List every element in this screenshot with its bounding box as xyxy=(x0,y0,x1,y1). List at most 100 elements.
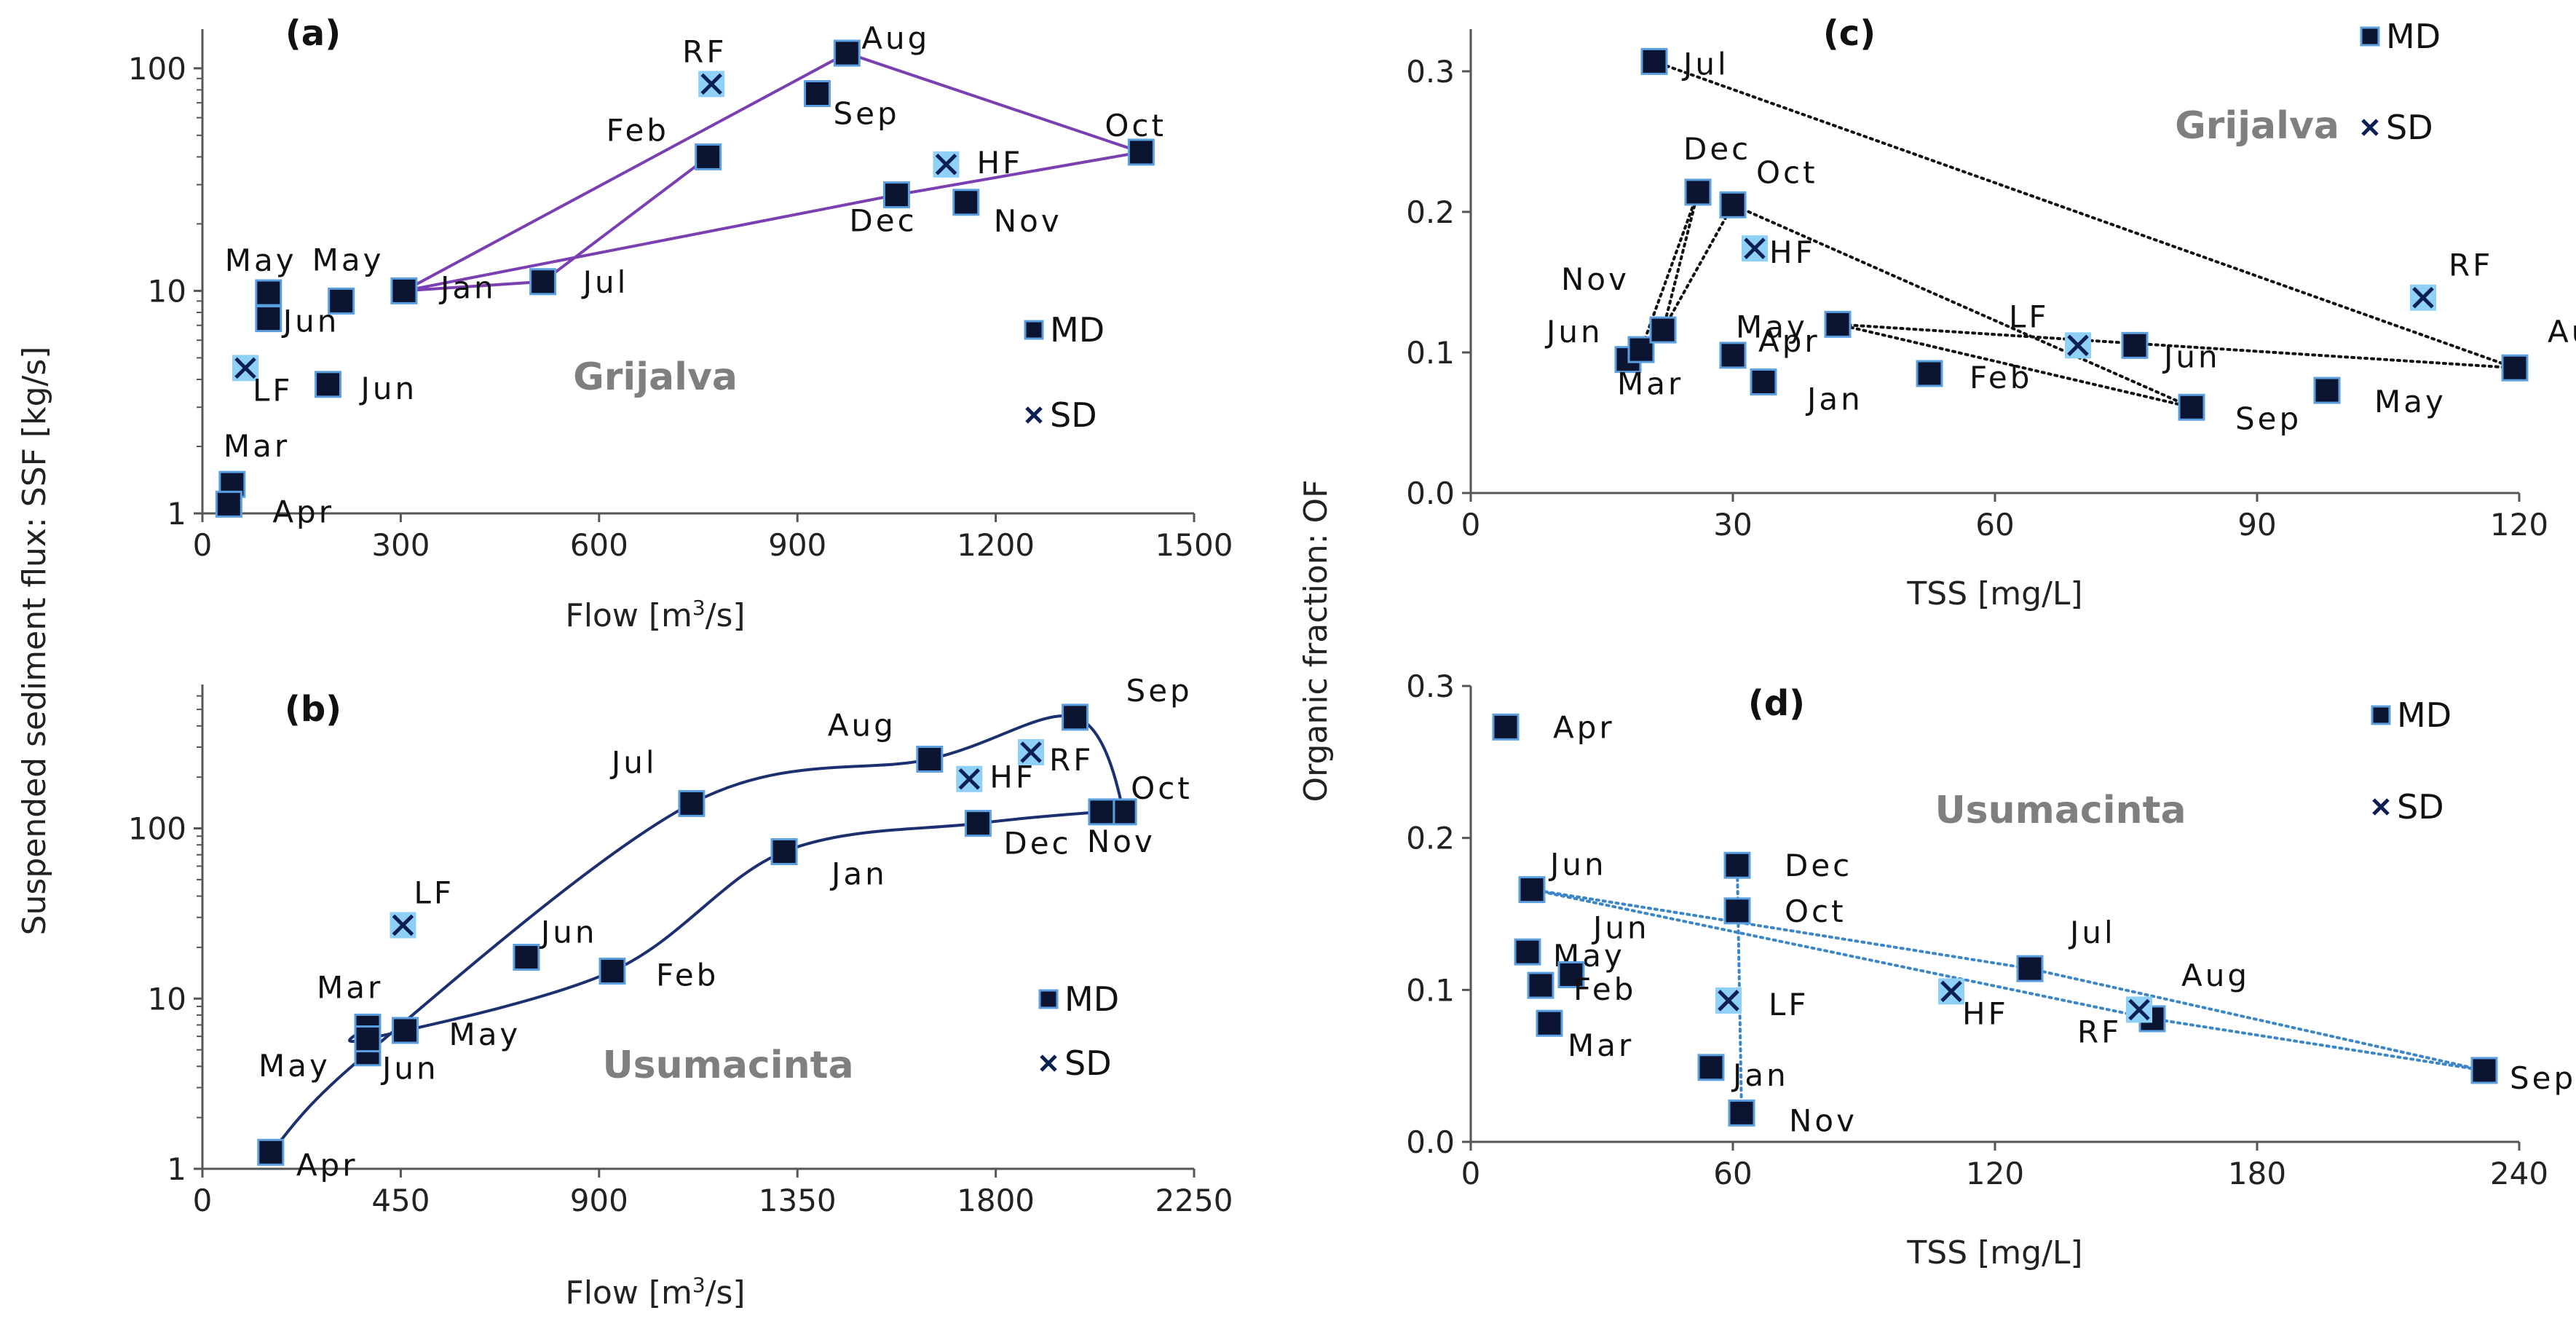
data-point-jan-inner xyxy=(395,282,413,299)
y-tick-label: 0.1 xyxy=(1406,972,1455,1008)
x-axis-label-sup: 3 xyxy=(692,596,706,620)
data-point-hf xyxy=(956,766,982,792)
data-label: Sep xyxy=(2510,1060,2576,1096)
y-tick-label: 1 xyxy=(167,1151,186,1187)
data-label: LF xyxy=(2009,299,2050,334)
data-point-rf xyxy=(698,71,724,97)
x-axis-label-unit: /s] xyxy=(706,1274,746,1312)
data-label: Jun xyxy=(1591,910,1650,945)
data-point-jun-inner xyxy=(1632,341,1650,358)
data-point-nov-inner xyxy=(1093,803,1110,821)
data-point-oct-inner xyxy=(1115,803,1132,821)
data-point-aug-inner xyxy=(2506,359,2524,376)
data-point-hf xyxy=(933,151,960,178)
data-point-may-inner xyxy=(396,1022,414,1039)
data-label: RF xyxy=(2449,248,2493,283)
y-tick-label: 0.0 xyxy=(1406,476,1455,511)
y-tick-label: 10 xyxy=(148,981,186,1017)
data-label: Mar xyxy=(1617,366,1683,402)
data-label: Sep xyxy=(2235,401,2302,436)
y-tick-label: 100 xyxy=(128,811,186,847)
data-label: Nov xyxy=(994,203,1062,239)
data-point-dec-inner xyxy=(1689,184,1707,201)
data-label: Apr xyxy=(296,1147,358,1183)
data-point-mar-inner xyxy=(1541,1014,1558,1032)
data-label: HF xyxy=(977,145,1024,181)
x-tick-label: 30 xyxy=(1713,507,1752,543)
data-point-jul-inner xyxy=(534,273,552,291)
y-tick-label: 0.2 xyxy=(1406,821,1455,856)
panel-title: (c) xyxy=(1823,13,1876,54)
data-point-apr-inner xyxy=(1497,718,1514,736)
data-point-jan-inner xyxy=(1755,374,1772,391)
legend-md-marker xyxy=(2372,706,2390,724)
data-label: Oct xyxy=(1756,154,1818,190)
x-axis-label-unit: /s] xyxy=(706,597,746,634)
series-path xyxy=(404,53,1141,291)
x-tick-label: 120 xyxy=(2490,507,2548,543)
panel-d: 0 60 120 180 240 0.0 0.1 0.2 0.3 TSS [mg/L] (d) Usu… xyxy=(1406,669,2576,1271)
y-tick-label: 0.3 xyxy=(1406,54,1455,90)
data-label: Jun xyxy=(380,1051,439,1087)
data-label: HF xyxy=(1769,234,1816,270)
data-point-feb-inner xyxy=(700,148,717,165)
data-label: May xyxy=(225,242,297,278)
x-tick-label: 450 xyxy=(371,1183,430,1218)
legend-sd-marker xyxy=(2374,800,2388,814)
x-axis-label: TSS [mg/L] xyxy=(1906,1234,2082,1271)
legend-md-marker xyxy=(2361,28,2379,45)
data-label: Aug xyxy=(2548,314,2576,350)
data-label: May xyxy=(2374,384,2446,419)
data-point-feb-inner xyxy=(604,963,621,980)
data-label: RF xyxy=(1049,742,1094,778)
y-tick-label: 0.0 xyxy=(1406,1124,1455,1160)
data-label: Nov xyxy=(1087,824,1155,859)
data-label: Feb xyxy=(656,958,719,993)
data-point-may-inner xyxy=(1519,943,1536,961)
data-label: Mar xyxy=(1568,1028,1634,1063)
legend-label: MD xyxy=(2386,17,2441,56)
x-tick-label: 1350 xyxy=(759,1183,837,1218)
figure-canvas: Suspended sediment flux: SSF [kg/s] Orga… xyxy=(0,0,2576,1321)
data-label: Jun xyxy=(359,371,418,406)
legend-sd-marker xyxy=(1027,408,1041,422)
data-point-lf xyxy=(390,912,416,938)
data-point-apr-inner xyxy=(220,495,237,513)
data-point-may-inner xyxy=(2318,382,2336,399)
data-point-jun-inner xyxy=(2126,336,2144,354)
data-point-jul-inner xyxy=(1645,52,1663,70)
data-label: May xyxy=(1736,309,1808,344)
data-point-nov-inner xyxy=(1654,321,1672,339)
data-label: Nov xyxy=(1561,261,1629,297)
x-tick-label: 90 xyxy=(2237,507,2276,543)
data-label: Feb xyxy=(1573,971,1636,1007)
y-tick-label: 100 xyxy=(128,51,186,87)
x-tick-label: 60 xyxy=(1713,1156,1752,1191)
data-point-apr-inner xyxy=(1724,347,1742,364)
x-tick-label: 1800 xyxy=(957,1183,1035,1218)
x-tick-label: 300 xyxy=(371,527,430,563)
panel-title: (a) xyxy=(285,13,341,54)
river-label: Grijalva xyxy=(573,355,738,399)
data-label: May xyxy=(258,1048,331,1084)
data-label: Jan xyxy=(438,269,497,305)
legend-md-marker xyxy=(1025,321,1043,339)
data-point-oct-inner xyxy=(1132,143,1150,161)
river-label: Usumacinta xyxy=(1935,789,2186,832)
data-point-may-inner xyxy=(333,292,350,309)
x-tick-label: 0 xyxy=(193,527,213,563)
data-point-jun-inner xyxy=(320,376,337,393)
x-axis-label-main: Flow [m xyxy=(565,1274,692,1312)
data-point-feb-inner xyxy=(1532,977,1549,994)
x-tick-label: 240 xyxy=(2490,1156,2548,1191)
x-tick-label: 1500 xyxy=(1155,527,1233,563)
legend-label: MD xyxy=(1064,979,1119,1019)
data-label: Dec xyxy=(1003,826,1071,861)
data-label: Aug xyxy=(828,708,896,744)
y-tick-label: 0.2 xyxy=(1406,194,1455,230)
data-label: Nov xyxy=(1789,1103,1857,1138)
x-axis-label: Flow [m3/s] xyxy=(565,596,745,634)
data-point-rf xyxy=(2410,285,2436,311)
data-point-dec-inner xyxy=(1728,856,1746,874)
data-label: Apr xyxy=(1553,709,1615,745)
